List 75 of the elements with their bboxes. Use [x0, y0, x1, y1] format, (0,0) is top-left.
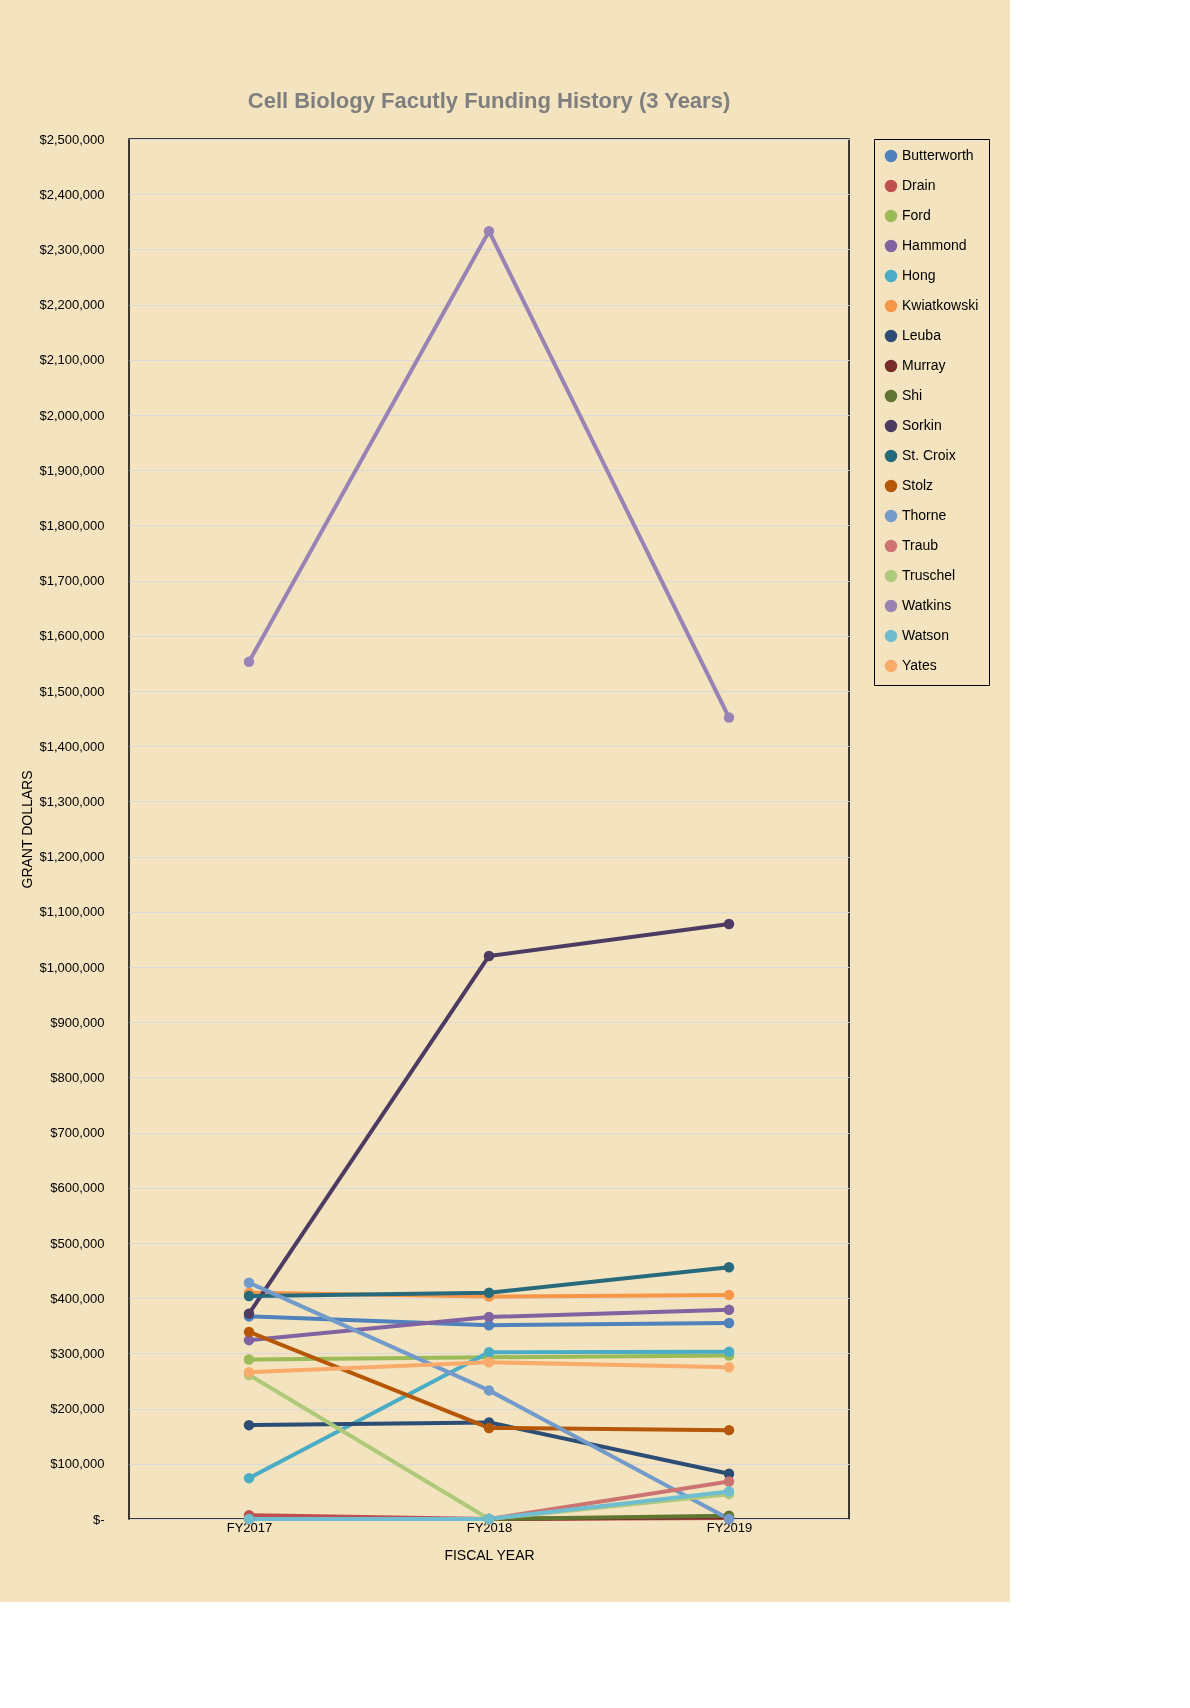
y-axis-title: GRANT DOLLARS [19, 770, 36, 889]
legend-label: Thorne [902, 507, 947, 523]
legend-label: Hong [902, 267, 936, 283]
legend-label: Murray [902, 357, 946, 373]
point [243, 656, 255, 667]
y-tick-label: $2,100,000 [39, 352, 105, 368]
y-tick-label: $1,600,000 [39, 628, 105, 644]
point [483, 1287, 495, 1298]
point [483, 1311, 495, 1323]
point [243, 1472, 255, 1484]
y-tick-label: $1,200,000 [39, 849, 105, 865]
point [723, 1346, 735, 1357]
legend-label: Ford [902, 207, 931, 223]
point [483, 950, 495, 962]
y-tick-label: $400,000 [50, 1290, 105, 1306]
point [483, 1347, 495, 1358]
legend-label: Stolz [902, 477, 934, 493]
legend-label: Butterworth [902, 147, 974, 163]
y-tick-label: $1,900,000 [39, 462, 105, 478]
point [243, 1290, 255, 1302]
legend-label: Yates [902, 657, 937, 673]
point [723, 1262, 735, 1273]
y-tick-label: $- [92, 1511, 105, 1527]
y-tick-label: $800,000 [50, 1069, 105, 1085]
legend-label: Hammond [902, 237, 967, 253]
x-tick-label: FY2017 [226, 1519, 273, 1535]
y-tick-label: $1,000,000 [39, 959, 105, 975]
legend-label: St. Croix [902, 447, 956, 463]
legend-label: Shi [902, 387, 923, 403]
legend-label: Watson [902, 627, 949, 643]
x-tick-label: FY2018 [466, 1519, 513, 1535]
point [483, 225, 495, 237]
point [723, 1476, 735, 1487]
y-tick-label: $1,400,000 [39, 738, 105, 754]
legend-label: Traub [902, 537, 939, 553]
y-tick-label: $100,000 [50, 1456, 105, 1472]
point [723, 918, 735, 930]
y-tick-label: $700,000 [50, 1125, 105, 1141]
y-tick-label: $1,700,000 [39, 573, 105, 589]
point [723, 1424, 735, 1436]
point [243, 1354, 255, 1365]
point [243, 1277, 255, 1288]
legend-label: Leuba [902, 327, 942, 343]
point [723, 1361, 735, 1373]
chart-title: Cell Biology Facutly Funding History (3 Years) [247, 88, 731, 113]
point [723, 1317, 735, 1329]
point [243, 1326, 255, 1338]
x-axis-title: FISCAL YEAR [444, 1546, 535, 1563]
point [483, 1357, 495, 1368]
point [483, 1385, 495, 1396]
y-tick-label: $2,500,000 [39, 131, 105, 147]
y-tick-label: $1,800,000 [39, 517, 105, 533]
point [483, 1422, 495, 1434]
legend-label: Kwiatkowski [902, 297, 979, 313]
point [723, 712, 735, 723]
y-tick-label: $2,000,000 [39, 407, 105, 423]
y-tick-label: $900,000 [50, 1014, 105, 1030]
y-tick-label: $1,300,000 [39, 793, 105, 809]
y-tick-label: $2,400,000 [39, 186, 105, 202]
y-tick-label: $2,200,000 [39, 297, 105, 313]
point [723, 1289, 735, 1301]
y-tick-label: $2,300,000 [39, 241, 105, 257]
legend-label: Drain [902, 177, 936, 193]
y-tick-label: $500,000 [50, 1235, 105, 1251]
point [243, 1419, 255, 1431]
legend-label: Watkins [902, 597, 952, 613]
y-tick-label: $1,500,000 [39, 683, 105, 699]
legend-label: Truschel [902, 567, 956, 583]
y-tick-label: $300,000 [50, 1345, 105, 1361]
y-tick-label: $1,100,000 [39, 904, 105, 920]
point [723, 1304, 735, 1316]
x-tick-label: FY2019 [706, 1519, 753, 1535]
y-tick-label: $600,000 [50, 1180, 105, 1196]
y-tick-label: $200,000 [50, 1401, 105, 1417]
legend-label: Sorkin [902, 417, 942, 433]
